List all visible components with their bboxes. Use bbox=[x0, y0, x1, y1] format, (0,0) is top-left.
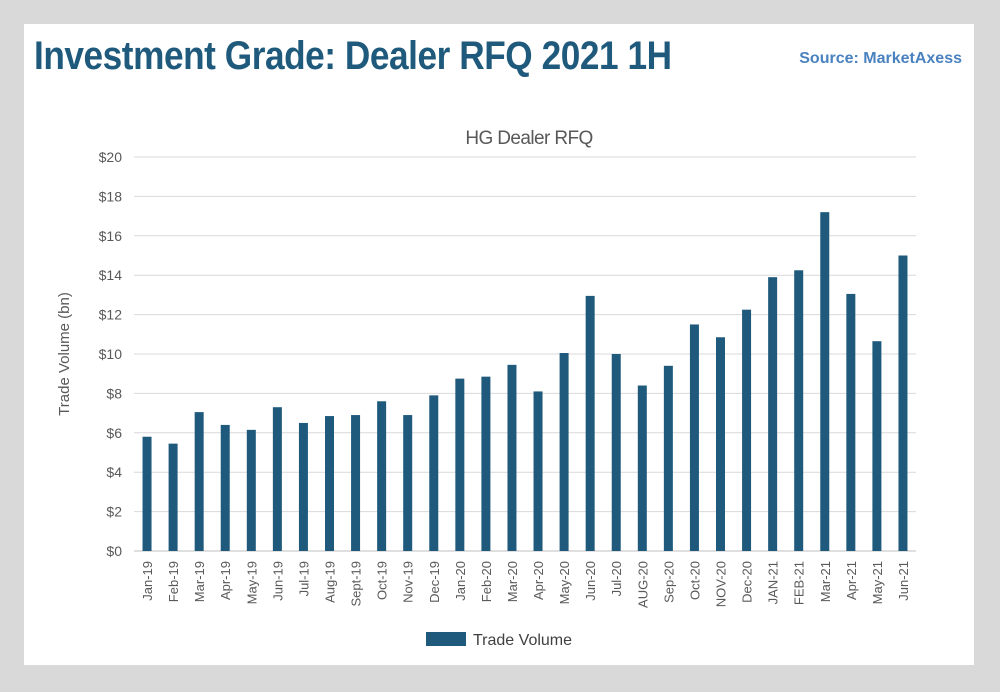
x-tick-label: May-20 bbox=[557, 561, 572, 604]
bar bbox=[246, 429, 256, 551]
bar bbox=[533, 391, 543, 551]
bar bbox=[194, 412, 204, 551]
bar bbox=[351, 415, 361, 551]
trade-volume-bar-chart: HG Dealer RFQ Trade Volume (bn) $0 $2 $4 $6… bbox=[56, 128, 916, 649]
bar bbox=[872, 341, 882, 551]
x-tick-label: Mar-19 bbox=[192, 561, 207, 602]
bar bbox=[298, 422, 308, 551]
x-tick-label: Jun-19 bbox=[270, 561, 285, 601]
chart-card: Investment Grade: Dealer RFQ 2021 1H Sou… bbox=[24, 24, 974, 665]
y-tick-label: $10 bbox=[99, 346, 123, 362]
x-tick-label: Dec-19 bbox=[427, 561, 442, 603]
bar bbox=[716, 337, 725, 551]
bars bbox=[142, 212, 908, 551]
bar bbox=[272, 407, 282, 551]
x-tick-label: Feb-20 bbox=[479, 561, 494, 602]
x-tick-label: Oct-20 bbox=[687, 561, 702, 600]
x-tick-label: Apr-19 bbox=[218, 561, 233, 600]
legend-label-trade-volume: Trade Volume bbox=[473, 632, 572, 649]
bar bbox=[325, 416, 334, 551]
x-tick-label: Oct-19 bbox=[375, 561, 390, 600]
bar bbox=[377, 401, 387, 551]
y-tick-labels: $0 $2 $4 $6 $8 $10 $12 $14 $16 $18 $20 bbox=[99, 149, 123, 559]
x-tick-label: May-19 bbox=[244, 561, 259, 604]
y-tick-label: $12 bbox=[99, 307, 123, 323]
page-title: Investment Grade: Dealer RFQ 2021 1H bbox=[34, 34, 672, 78]
source-label: Source: MarketAxess bbox=[799, 50, 962, 67]
x-tick-label: Sep-20 bbox=[661, 561, 676, 603]
x-tick-label: Sept-19 bbox=[349, 561, 364, 607]
x-tick-label: FEB-21 bbox=[792, 561, 807, 605]
bar bbox=[637, 385, 647, 551]
bar bbox=[794, 270, 804, 551]
bar bbox=[168, 443, 178, 551]
bar bbox=[220, 424, 230, 551]
bar bbox=[559, 353, 569, 551]
x-tick-label: Feb-19 bbox=[166, 561, 181, 602]
legend: Trade Volume bbox=[426, 632, 572, 649]
chart-title: HG Dealer RFQ bbox=[465, 128, 592, 149]
x-tick-label: Jul-20 bbox=[609, 561, 624, 596]
gridlines bbox=[134, 156, 916, 552]
x-tick-label: Mar-21 bbox=[818, 561, 833, 602]
bar bbox=[585, 295, 595, 551]
bar bbox=[742, 309, 752, 551]
x-tick-label: Dec-20 bbox=[740, 561, 755, 603]
x-tick-label: Jan-19 bbox=[140, 561, 155, 601]
x-tick-label: JAN-21 bbox=[766, 561, 781, 604]
bar bbox=[403, 415, 413, 551]
x-tick-label: Jun-21 bbox=[896, 561, 911, 601]
x-tick-label: Nov-19 bbox=[401, 561, 416, 603]
x-tick-label: NOV-20 bbox=[714, 561, 729, 607]
y-tick-label: $20 bbox=[99, 149, 123, 165]
bar bbox=[455, 378, 465, 551]
legend-swatch bbox=[426, 632, 466, 646]
bar bbox=[481, 376, 491, 551]
bar bbox=[898, 255, 908, 551]
bar bbox=[768, 277, 778, 551]
x-tick-label: May-21 bbox=[870, 561, 885, 604]
y-tick-label: $16 bbox=[99, 228, 123, 244]
y-tick-label: $18 bbox=[99, 188, 123, 204]
y-axis-label: Trade Volume (bn) bbox=[56, 292, 73, 416]
x-tick-label: AUG-20 bbox=[635, 561, 650, 608]
y-tick-label: $2 bbox=[106, 504, 122, 520]
bar bbox=[663, 365, 673, 551]
x-tick-label: Apr-20 bbox=[531, 561, 546, 600]
bar bbox=[689, 324, 699, 551]
x-tick-label: Jun-20 bbox=[583, 561, 598, 601]
x-tick-label: Aug-19 bbox=[323, 561, 338, 603]
y-tick-label: $6 bbox=[106, 425, 122, 441]
y-tick-label: $14 bbox=[99, 267, 123, 283]
bar bbox=[820, 212, 830, 551]
x-tick-label: Jul-19 bbox=[296, 561, 311, 596]
y-tick-label: $8 bbox=[106, 385, 122, 401]
bar bbox=[846, 293, 856, 551]
x-tick-labels: Jan-19 Feb-19 Mar-19 Apr-19 May-19 Jun-19 Jul-… bbox=[140, 561, 911, 608]
x-tick-label: Jan-20 bbox=[453, 561, 468, 601]
bar bbox=[142, 436, 152, 551]
x-tick-label: Apr-21 bbox=[844, 561, 859, 600]
bar bbox=[507, 364, 517, 551]
bar bbox=[429, 395, 439, 551]
bar bbox=[611, 354, 621, 551]
y-tick-label: $0 bbox=[106, 543, 122, 559]
y-tick-label: $4 bbox=[106, 464, 122, 480]
x-tick-label: Mar-20 bbox=[505, 561, 520, 602]
